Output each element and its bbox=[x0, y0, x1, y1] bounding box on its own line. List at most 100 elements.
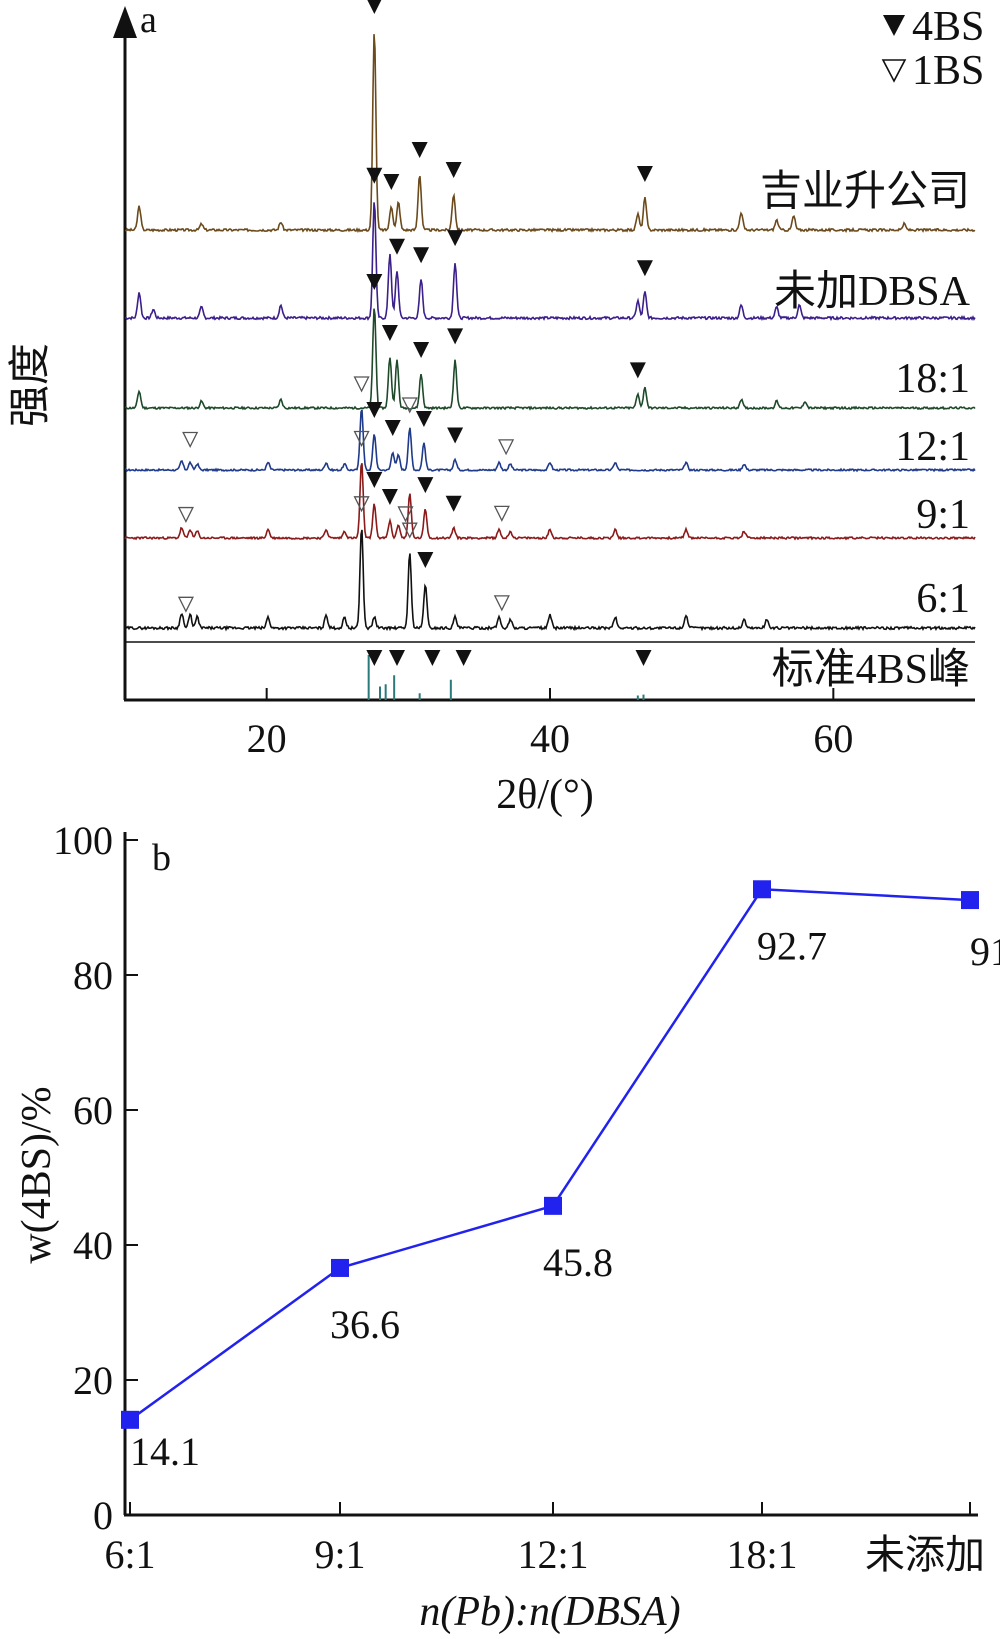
4bs-peak-marker bbox=[389, 238, 405, 255]
4bs-peak-marker bbox=[411, 142, 428, 158]
reference-pattern: 标准4BS峰 bbox=[125, 641, 975, 700]
legend-4bs-filled-triangle-icon bbox=[883, 15, 905, 36]
1bs-peak-marker bbox=[177, 596, 194, 613]
xrd-trace-line bbox=[124, 409, 976, 473]
panel-b-label: b bbox=[152, 837, 171, 879]
panel-b-y-tick-label: 100 bbox=[53, 818, 113, 863]
panel-a-y-axis-title: 强度 bbox=[8, 343, 54, 427]
data-point-marker bbox=[961, 891, 979, 910]
4bs-peak-marker bbox=[381, 489, 398, 505]
data-point-marker bbox=[331, 1258, 349, 1277]
panel-b-x-axis-title: n(Pb):n(DBSA) bbox=[419, 1589, 680, 1634]
4bs-peak-marker bbox=[366, 402, 383, 418]
4bs-peak-marker bbox=[636, 260, 653, 277]
panel-b-y-ticks: 0 20 40 60 80 100 bbox=[53, 818, 138, 1538]
panel-a-y-axis-arrow bbox=[113, 6, 137, 38]
panel-b-x-tick-label: 18:1 bbox=[726, 1532, 797, 1577]
4bs-peak-marker bbox=[366, 650, 383, 666]
panel-b-y-tick-label: 80 bbox=[73, 953, 113, 998]
panel-b-line-chart: b 0 20 40 60 80 100 6:1 9:1 12:1 18:1 未添加 14.1 36.… bbox=[14, 818, 1000, 1635]
data-point-marker bbox=[544, 1196, 562, 1215]
4bs-peak-marker bbox=[629, 362, 646, 379]
1bs-peak-marker bbox=[401, 522, 418, 539]
xrd-trace: 12:1 bbox=[124, 376, 976, 473]
panel-b-x-tick-label: 9:1 bbox=[314, 1532, 365, 1577]
1bs-peak-marker bbox=[353, 376, 370, 393]
panel-b-x-ticks: 6:1 9:1 12:1 18:1 未添加 bbox=[104, 1502, 985, 1577]
panel-b-y-tick-label: 40 bbox=[73, 1223, 113, 1268]
panel-a-x-tick-label: 40 bbox=[530, 716, 570, 761]
xrd-trace-label: 9:1 bbox=[916, 492, 970, 538]
4bs-peak-marker bbox=[417, 477, 434, 494]
xrd-trace-label: 6:1 bbox=[916, 576, 970, 622]
1bs-peak-marker bbox=[353, 430, 370, 447]
4bs-peak-marker bbox=[381, 324, 398, 341]
4bs-peak-marker bbox=[424, 650, 441, 666]
4bs-peak-marker bbox=[447, 230, 464, 247]
xrd-trace-label: 未加DBSA bbox=[774, 269, 971, 315]
4bs-peak-marker bbox=[367, 0, 382, 14]
data-point-label: 91.1 bbox=[970, 929, 1000, 974]
panel-b-series: 14.1 36.6 45.8 92.7 91.1 bbox=[121, 880, 1000, 1474]
data-point-label: 45.8 bbox=[543, 1240, 613, 1285]
data-point-label: 36.6 bbox=[330, 1302, 400, 1347]
xrd-trace-line bbox=[124, 529, 976, 632]
4bs-peak-marker bbox=[636, 165, 653, 182]
4bs-peak-marker bbox=[455, 650, 472, 666]
1bs-peak-marker bbox=[353, 496, 370, 513]
4bs-peak-marker bbox=[383, 173, 400, 190]
4bs-peak-marker bbox=[384, 419, 401, 436]
panel-b-x-tick-label: 6:1 bbox=[104, 1532, 155, 1577]
series-line bbox=[129, 887, 971, 1421]
data-point-marker bbox=[753, 880, 771, 899]
4bs-peak-marker bbox=[635, 650, 652, 666]
4bs-peak-marker bbox=[415, 411, 432, 427]
legend-4bs-label: 4BS bbox=[912, 4, 984, 50]
legend-1bs-open-triangle-icon bbox=[881, 59, 907, 83]
4bs-peak-marker bbox=[413, 247, 430, 264]
panel-a-x-ticks: 20 40 60 bbox=[247, 688, 853, 761]
xrd-trace-line bbox=[124, 34, 976, 233]
1bs-peak-marker bbox=[397, 506, 414, 523]
xrd-trace-line bbox=[124, 202, 976, 322]
panel-b-y-tick-label: 60 bbox=[73, 1088, 113, 1133]
xrd-trace-line bbox=[124, 463, 976, 541]
legend-1bs-label: 1BS bbox=[912, 48, 984, 94]
panel-a-x-tick-label: 60 bbox=[813, 716, 853, 761]
panel-b-y-axis-title: w(4BS)/% bbox=[14, 1086, 60, 1263]
1bs-peak-marker bbox=[177, 506, 194, 523]
1bs-peak-marker bbox=[493, 505, 510, 522]
xrd-trace: 吉业升公司 bbox=[124, 0, 976, 233]
panel-b-y-tick-label: 20 bbox=[73, 1358, 113, 1403]
4bs-peak-marker bbox=[366, 167, 383, 184]
1bs-peak-marker bbox=[182, 431, 199, 448]
4bs-peak-marker bbox=[417, 552, 434, 568]
xrd-trace-label: 18:1 bbox=[895, 356, 970, 402]
1bs-peak-marker bbox=[401, 397, 418, 414]
panel-a-legend: 4BS 1BS bbox=[881, 4, 984, 94]
xrd-trace: 18:1 bbox=[124, 274, 976, 411]
4bs-peak-marker bbox=[445, 162, 462, 178]
4bs-peak-marker bbox=[447, 328, 464, 345]
xrd-trace-line bbox=[124, 308, 976, 411]
xrd-trace-label: 吉业升公司 bbox=[760, 169, 970, 215]
1bs-peak-marker bbox=[498, 439, 515, 456]
4bs-peak-marker bbox=[366, 472, 383, 488]
panel-a-label: a bbox=[140, 0, 157, 41]
panel-b-x-tick-label: 12:1 bbox=[517, 1532, 588, 1577]
4bs-peak-marker bbox=[366, 274, 383, 290]
4bs-peak-marker bbox=[413, 342, 430, 358]
4bs-peak-marker bbox=[389, 650, 405, 666]
1bs-peak-marker bbox=[493, 595, 510, 612]
xrd-trace: 9:1 bbox=[124, 430, 976, 541]
xrd-trace: 未加DBSA bbox=[124, 167, 976, 322]
data-point-label: 92.7 bbox=[757, 923, 827, 968]
reference-label: 标准4BS峰 bbox=[772, 647, 970, 693]
xrd-trace: 6:1 bbox=[124, 496, 976, 632]
4bs-peak-marker bbox=[447, 427, 464, 444]
panel-a-x-axis-title: 2θ/(°) bbox=[496, 772, 594, 818]
data-point-marker bbox=[121, 1410, 139, 1429]
